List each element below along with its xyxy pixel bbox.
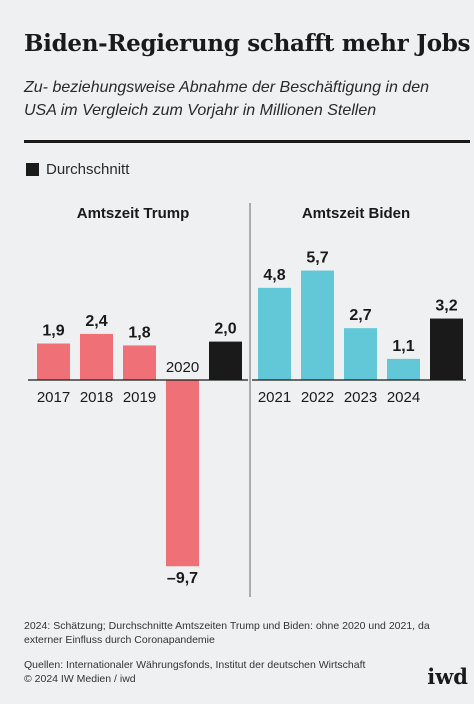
chart-subtitle: Zu- beziehungsweise Abnahme der Beschäft… [24, 79, 429, 119]
value-label: 2,4 [85, 313, 107, 330]
value-label: 1,8 [128, 324, 150, 341]
title-rule [24, 140, 470, 143]
footnote: 2024: Schätzung; Durchschnitte Amtszeite… [24, 620, 430, 646]
category-label: 2022 [301, 389, 334, 406]
sources: Quellen: Internationaler Währungsfonds, … [24, 658, 424, 686]
bar-average [209, 341, 242, 380]
value-label: 3,2 [435, 298, 457, 315]
bar [37, 343, 70, 380]
bar [123, 345, 156, 380]
category-label: 2023 [344, 389, 377, 406]
legend: Durchschnitt [26, 161, 129, 178]
value-label: 5,7 [306, 250, 328, 267]
panel-title: Amtszeit Trump [77, 205, 190, 222]
copyright-text: © 2024 IW Medien / iwd [24, 673, 136, 685]
value-label: 2,0 [214, 321, 236, 338]
bar [301, 270, 334, 380]
chart-title: Biden-Regierung schafft mehr Jobs [24, 30, 471, 57]
legend-swatch-average [26, 163, 39, 176]
legend-label: Durchschnitt [46, 161, 130, 178]
category-label: 2024 [387, 389, 420, 406]
category-label: 2017 [37, 389, 70, 406]
value-label: 1,1 [392, 338, 414, 355]
bar [166, 380, 199, 567]
sources-text: Quellen: Internationaler Währungsfonds, … [24, 659, 366, 671]
bar [387, 358, 420, 380]
value-label: 2,7 [349, 307, 371, 324]
category-label: 2020 [166, 359, 199, 376]
category-label: 2021 [258, 389, 291, 406]
value-label: 1,9 [42, 323, 64, 340]
value-label: –9,7 [167, 570, 198, 587]
bar-average [430, 318, 463, 380]
bar [258, 287, 291, 380]
value-label: 4,8 [263, 267, 285, 284]
bar [80, 333, 113, 380]
bar [344, 328, 377, 380]
iwd-logo: iwd [427, 664, 468, 689]
category-label: 2018 [80, 389, 113, 406]
panel-title: Amtszeit Biden [302, 205, 410, 222]
category-label: 2019 [123, 389, 156, 406]
